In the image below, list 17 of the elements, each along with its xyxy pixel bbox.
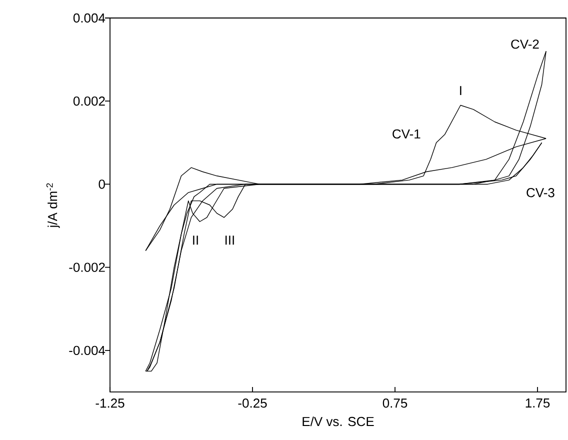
- annotation: I: [460, 86, 462, 96]
- y-tick-label: -0.002: [69, 262, 105, 272]
- x-axis-title: E/V vs. SCE: [302, 416, 374, 426]
- x-tick-label: 0.75: [382, 398, 408, 408]
- y-axis-title: j/A dm$^{-2}$: [46, 183, 60, 228]
- annotation: CV-1: [392, 129, 420, 139]
- annotation: CV-2: [511, 40, 539, 49]
- x-tick-label: 1.75: [526, 398, 550, 408]
- y-tick-label: -0.004: [69, 346, 106, 356]
- annotation: III: [225, 236, 234, 245]
- y-tick-label: 0.002: [73, 96, 105, 106]
- x-tick-label: -0.25: [238, 398, 267, 408]
- y-tick-label: 0.004: [73, 13, 106, 23]
- y-tick-label: 0: [98, 180, 105, 189]
- annotation: CV-3: [526, 188, 554, 198]
- annotation: II: [193, 236, 198, 245]
- x-tick-label: -1.25: [96, 398, 124, 408]
